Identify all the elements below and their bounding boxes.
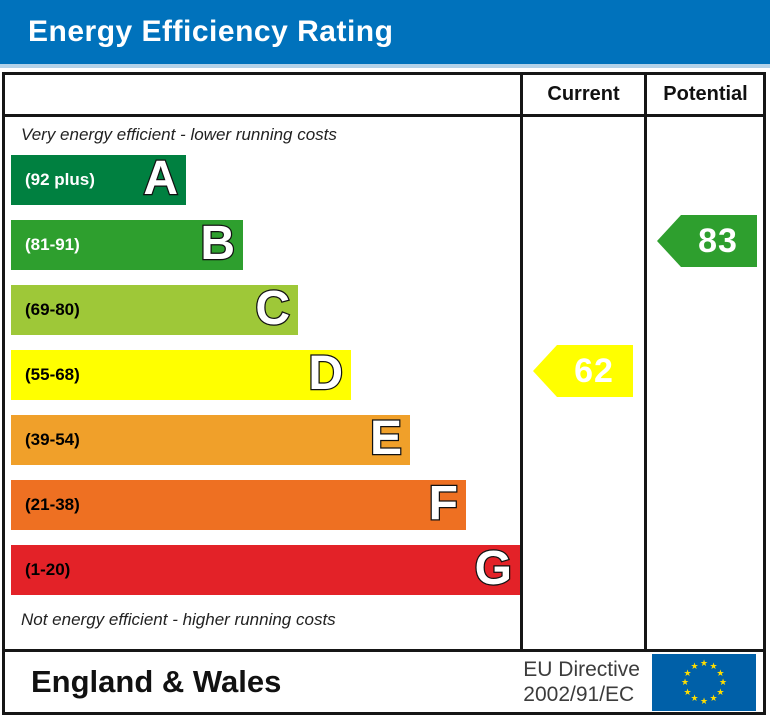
eu-directive-line1: EU Directive — [523, 657, 640, 681]
band-g: (1-20) G — [11, 542, 520, 596]
current-rating-marker: 62 — [533, 345, 633, 397]
eu-flag-star: ★ — [699, 658, 709, 668]
eu-flag-star: ★ — [680, 677, 690, 687]
bottom-note: Not energy efficient - higher running co… — [21, 610, 336, 629]
band-letter: G — [473, 542, 513, 596]
eu-flag-star: ★ — [690, 660, 699, 671]
band-letter: A — [142, 152, 179, 206]
band-f: (21-38) F — [11, 477, 466, 531]
band-letter: B — [199, 217, 236, 271]
band-letter: F — [427, 477, 459, 531]
band-letter: C — [254, 282, 291, 336]
title-bar: Energy Efficiency Rating — [0, 0, 770, 64]
band-c: (69-80) C — [11, 282, 298, 336]
eu-flag-star: ★ — [718, 677, 728, 687]
column-header-current: Current — [520, 75, 644, 117]
column-header-potential: Potential — [644, 75, 764, 117]
potential-rating-marker: 83 — [657, 215, 757, 267]
eu-flag-star: ★ — [709, 660, 718, 671]
current-rating-value: 62 — [574, 351, 614, 390]
bands: (92 plus) A (81-91) B (69-80) C (55-68) D (39-54… — [11, 152, 520, 596]
eu-flag-star: ★ — [716, 667, 725, 678]
band-range-label: (1-20) — [25, 560, 71, 579]
band-a: (92 plus) A — [11, 152, 186, 206]
header-blank-cell — [5, 75, 520, 117]
top-note: Very energy efficient - lower running co… — [21, 125, 337, 144]
rating-table: Current Potential Very energy efficient … — [2, 72, 766, 715]
current-column: 62 — [520, 117, 644, 649]
band-range-label: (39-54) — [25, 430, 80, 449]
band-d: (55-68) D — [11, 347, 351, 401]
eu-flag-star: ★ — [683, 686, 692, 697]
band-range-label: (81-91) — [25, 235, 80, 254]
potential-column: 83 — [644, 117, 764, 649]
band-range-label: (55-68) — [25, 365, 80, 384]
band-range-label: (21-38) — [25, 495, 80, 514]
potential-rating-value: 83 — [698, 221, 738, 260]
eu-flag-star: ★ — [709, 693, 718, 704]
eu-flag-icon: ★ ★ ★ ★ ★ ★ ★ ★ ★ ★ ★ ★ — [652, 653, 756, 711]
bands-column: Very energy efficient - lower running co… — [5, 117, 520, 649]
band-letter: D — [307, 347, 344, 401]
eu-directive-label: EU Directive 2002/91/EC — [523, 657, 640, 707]
eu-directive-line2: 2002/91/EC — [523, 683, 635, 706]
page-title: Energy Efficiency Rating — [28, 15, 394, 48]
eu-flag-star: ★ — [716, 686, 725, 697]
eu-flag-star: ★ — [683, 667, 692, 678]
band-range-label: (92 plus) — [25, 170, 95, 189]
eu-flag-star: ★ — [690, 693, 699, 704]
band-letter: E — [369, 412, 404, 466]
band-range-label: (69-80) — [25, 300, 80, 319]
eu-flag-star: ★ — [699, 696, 709, 706]
region-label: England & Wales — [31, 664, 282, 699]
band-e: (39-54) E — [11, 412, 410, 466]
band-b: (81-91) B — [11, 217, 243, 271]
title-bar-accent-strip — [0, 64, 770, 68]
footer: England & Wales EU Directive 2002/91/EC … — [5, 649, 764, 712]
